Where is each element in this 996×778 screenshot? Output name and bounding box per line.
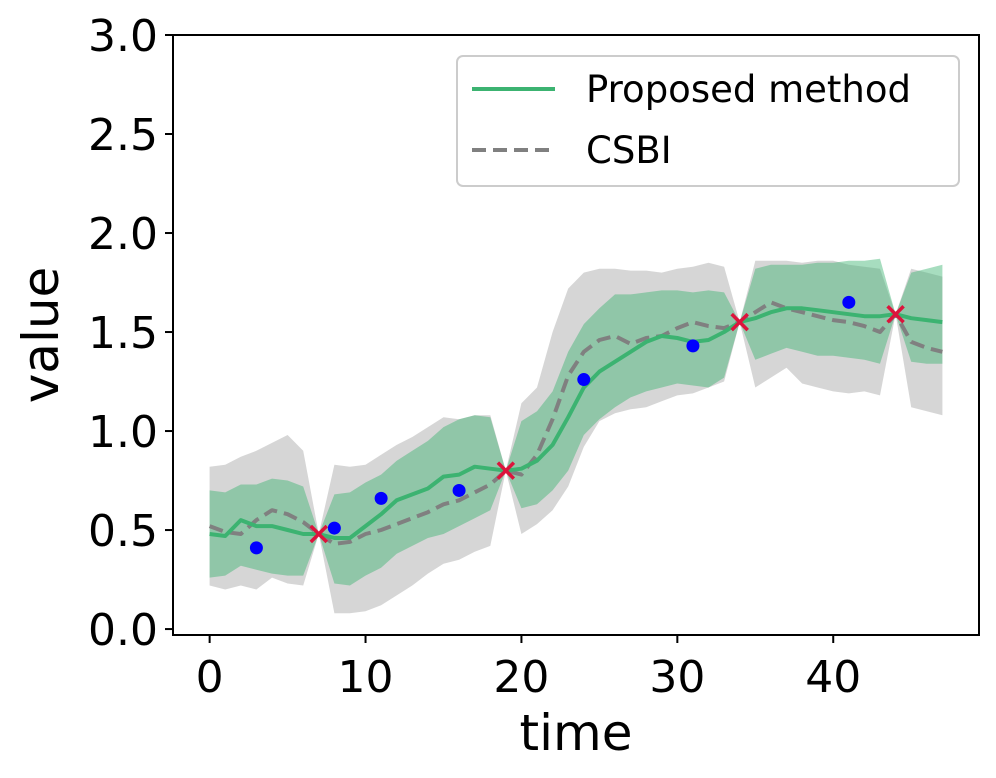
- legend-proposed-label: Proposed method: [586, 68, 911, 111]
- observed-point: [249, 541, 263, 555]
- y-axis-title: value: [12, 267, 70, 404]
- y-tick-label: 1.5: [88, 308, 158, 359]
- y-tick-label: 3.0: [88, 11, 158, 62]
- legend: Proposed method CSBI: [456, 55, 960, 187]
- y-axis-ticks: 0.0 0.5 1.0 1.5 2.0 2.5 3.0: [88, 11, 173, 656]
- csbi-band: [209, 260, 943, 614]
- x-tick-label: 20: [493, 652, 549, 703]
- x-tick-label: 0: [196, 652, 224, 703]
- y-tick-label: 0.5: [88, 506, 158, 557]
- observed-point: [374, 491, 388, 505]
- legend-box: [456, 55, 960, 187]
- x-axis-title: time: [520, 704, 633, 762]
- y-tick-label: 1.0: [88, 407, 158, 458]
- conditioned-point: [886, 304, 905, 324]
- x-tick-label: 40: [805, 652, 861, 703]
- y-tick-label: 2.0: [88, 209, 158, 260]
- series-lines: [208, 300, 943, 546]
- csbi-line: [208, 300, 943, 546]
- x-axis-ticks: 0 10 20 30 40: [196, 635, 861, 703]
- legend-csbi-label: CSBI: [586, 129, 672, 172]
- x-tick-label: 30: [649, 652, 705, 703]
- observed-point: [452, 483, 466, 497]
- conditioned-point: [730, 312, 749, 332]
- proposed-line: [209, 306, 943, 540]
- conditioned-point: [309, 524, 329, 544]
- x-tick-label: 10: [338, 652, 394, 703]
- observed-point: [577, 373, 591, 387]
- observed-point: [686, 339, 700, 353]
- axes-frame: [172, 34, 980, 636]
- observed-point: [327, 521, 341, 535]
- observed-point: [842, 295, 856, 309]
- point-markers: [249, 295, 905, 555]
- y-tick-label: 2.5: [88, 110, 158, 161]
- conditioned-point: [496, 461, 516, 480]
- y-tick-label: 0.0: [88, 605, 158, 656]
